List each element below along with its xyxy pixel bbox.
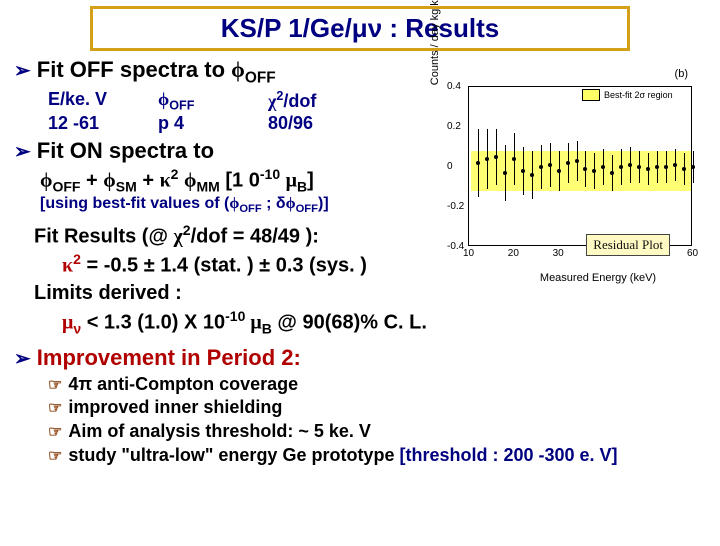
th-phioff: ϕOFF xyxy=(158,89,268,113)
th-energy: E/ke. V xyxy=(48,89,158,113)
hand-icon: ☞ xyxy=(48,424,62,441)
improvement-heading: Improvement in Period 2: xyxy=(37,345,301,371)
list-item: ☞Aim of analysis threshold: ~ 5 ke. V xyxy=(48,420,706,444)
chart-ytick: 0 xyxy=(447,161,453,172)
chart-point xyxy=(521,169,525,173)
arrow-icon: ➢ xyxy=(14,139,31,164)
limits-value: μν < 1.3 (1.0) X 10-10 μB @ 90(68)% C. L… xyxy=(62,307,706,339)
chart-point xyxy=(503,171,507,175)
chart-point xyxy=(548,163,552,167)
chart-ytick: -0.2 xyxy=(447,201,464,212)
arrow-icon: ➢ xyxy=(14,346,31,371)
chart-ytick: 0.4 xyxy=(447,81,461,92)
chart-point xyxy=(476,161,480,165)
title-box: KS/P 1/Ge/μν : Results xyxy=(90,6,630,51)
arrow-icon: ➢ xyxy=(14,58,31,83)
improvement-list: ☞4π anti-Compton coverage ☞improved inne… xyxy=(48,373,706,468)
chart-xtick: 20 xyxy=(508,248,519,259)
chart-xlabel: Measured Energy (keV) xyxy=(508,272,688,284)
phi-symbol: ϕ xyxy=(231,57,245,82)
hand-icon: ☞ xyxy=(48,448,62,465)
chart-point xyxy=(557,169,561,173)
list-item: ☞improved inner shielding xyxy=(48,396,706,420)
hand-icon: ☞ xyxy=(48,377,62,394)
chart-frame: 0.40.20-0.2-0.4102030405060 xyxy=(468,86,692,246)
chart-xtick: 30 xyxy=(553,248,564,259)
chart-point xyxy=(530,173,534,177)
chart-point xyxy=(682,167,686,171)
chart-point xyxy=(485,157,489,161)
section-improvement: ➢ Improvement in Period 2: xyxy=(14,345,706,371)
th-chi2: χ2/dof xyxy=(268,89,358,113)
chart-point xyxy=(691,165,695,169)
td-chi2: 80/96 xyxy=(268,113,358,134)
title-text: KS/P 1/Ge/μν : Results xyxy=(221,13,499,43)
off-sub: OFF xyxy=(245,69,276,86)
chart-ytick: -0.4 xyxy=(447,241,464,252)
fit-off-text: Fit OFF spectra to xyxy=(37,57,231,82)
chart-ytick: 0.2 xyxy=(447,121,461,132)
td-phioff: p 4 xyxy=(158,113,268,134)
td-energy: 12 -61 xyxy=(48,113,158,134)
chart-point xyxy=(566,161,570,165)
fit-off-heading: Fit OFF spectra to ϕOFF xyxy=(37,57,276,87)
list-item: ☞study "ultra-low" energy Ge prototype [… xyxy=(48,444,706,468)
fit-on-heading: Fit ON spectra to xyxy=(37,138,214,164)
chart-point xyxy=(512,157,516,161)
chart-xtick: 10 xyxy=(463,248,474,259)
residual-chart: (b) Best-fit 2σ region Counts / day kg k… xyxy=(428,66,708,286)
residual-plot-label: Residual Plot xyxy=(586,234,670,256)
chart-point xyxy=(575,159,579,163)
chart-point xyxy=(494,155,498,159)
list-item: ☞4π anti-Compton coverage xyxy=(48,373,706,397)
chart-ylabel: Counts / day kg keV xyxy=(429,0,441,106)
hand-icon: ☞ xyxy=(48,400,62,417)
chart-xtick: 60 xyxy=(687,248,698,259)
chart-panel-label: (b) xyxy=(675,68,688,80)
chart-point xyxy=(539,165,543,169)
